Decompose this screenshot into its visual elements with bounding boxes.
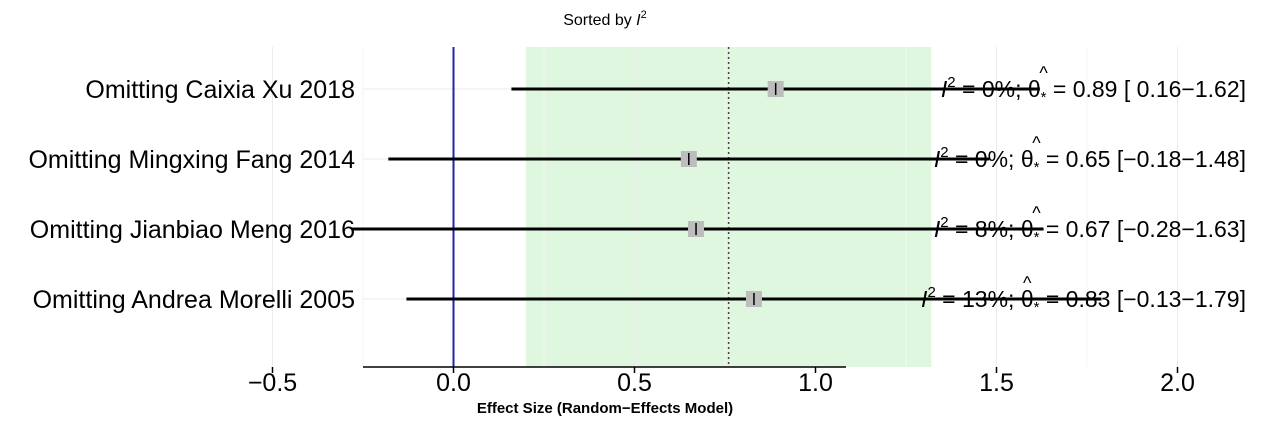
reference-line-group (452, 47, 730, 367)
annot-i-sup: 2 (947, 74, 955, 91)
plot-title: Sorted by I2 (563, 9, 647, 29)
chart-title-superscript: 2 (641, 9, 647, 21)
annotations: I2 = 0%; θ* = 0.89 [ 0.16−1.62]I2 = 0%; … (921, 63, 1246, 316)
annot-theta-sub: * (1034, 229, 1040, 246)
x-tick-label: 1.0 (798, 369, 833, 397)
row-annotation: I2 = 13%; θ* = 0.83 [−0.13−1.79] (921, 284, 1246, 316)
annot-estimate: = 0.65 [−0.18−1.48] (1039, 146, 1246, 172)
annot-estimate: = 0.67 [−0.28−1.63] (1039, 216, 1246, 242)
annot-i2-value: = 13%; (936, 286, 1021, 312)
chart-title-text: Sorted by (563, 12, 636, 29)
x-tick-label: 0.5 (617, 369, 652, 397)
row-annotation: I2 = 0%; θ* = 0.89 [ 0.16−1.62] (941, 74, 1246, 106)
study-row: Omitting Jianbiao Meng 2016 (30, 216, 1044, 244)
row-label: Omitting Mingxing Fang 2014 (28, 146, 355, 174)
annot-i-symbol: I (921, 286, 928, 312)
annot-i-sup: 2 (940, 214, 948, 231)
x-tick-label: 2.0 (1160, 369, 1195, 397)
annot-theta: θ (1021, 286, 1034, 312)
annot-theta: θ (1021, 216, 1034, 242)
theta-hat-icon: ^ (1023, 273, 1032, 293)
study-row: Omitting Andrea Morelli 2005 (33, 286, 1102, 314)
row-annotation: I2 = 8%; θ* = 0.67 [−0.28−1.63] (934, 214, 1246, 246)
annot-i2-value: = 0%; (956, 76, 1028, 102)
annot-i-sup: 2 (927, 284, 935, 301)
annot-i-symbol: I (941, 76, 948, 102)
study-row: Omitting Caixia Xu 2018 (85, 76, 1040, 104)
x-tick-label: 0.0 (436, 369, 471, 397)
x-tick-label: −0.5 (248, 369, 297, 397)
theta-hat-icon: ^ (1032, 133, 1041, 153)
annot-i2-value: = 0%; (949, 146, 1021, 172)
annot-estimate: = 0.83 [−0.13−1.79] (1039, 286, 1246, 312)
row-label: Omitting Jianbiao Meng 2016 (30, 216, 355, 244)
x-tick-label: 1.5 (979, 369, 1014, 397)
annot-theta-sub: * (1034, 299, 1040, 316)
theta-hat-icon: ^ (1039, 63, 1048, 83)
annot-theta: θ (1021, 146, 1034, 172)
chart-title-symbol: I (636, 12, 641, 29)
annot-theta-sub: * (1041, 89, 1047, 106)
theta-hat-icon: ^ (1032, 203, 1041, 223)
row-annotation: I2 = 0%; θ* = 0.65 [−0.18−1.48] (934, 144, 1246, 176)
chart-title: Sorted by I2 (563, 9, 647, 29)
study-row: Omitting Mingxing Fang 2014 (28, 146, 990, 174)
annot-theta-sub: * (1034, 159, 1040, 176)
study-rows: Omitting Caixia Xu 2018 Omitting Mingxing… (28, 76, 1102, 314)
annot-i-sup: 2 (940, 144, 948, 161)
annot-i-symbol: I (934, 146, 941, 172)
row-label: Omitting Andrea Morelli 2005 (33, 286, 355, 314)
annot-i2-value: = 8%; (949, 216, 1021, 242)
x-axis-title: Effect Size (Random−Effects Model) (477, 400, 733, 417)
annot-theta: θ (1028, 76, 1041, 102)
annot-estimate: = 0.89 [ 0.16−1.62] (1047, 76, 1247, 102)
annot-i-symbol: I (934, 216, 941, 242)
x-axis: −0.5 0.0 0.5 1.0 1.5 2.0 Effect Size (Random−E… (248, 366, 1195, 417)
row-label: Omitting Caixia Xu 2018 (85, 76, 355, 104)
